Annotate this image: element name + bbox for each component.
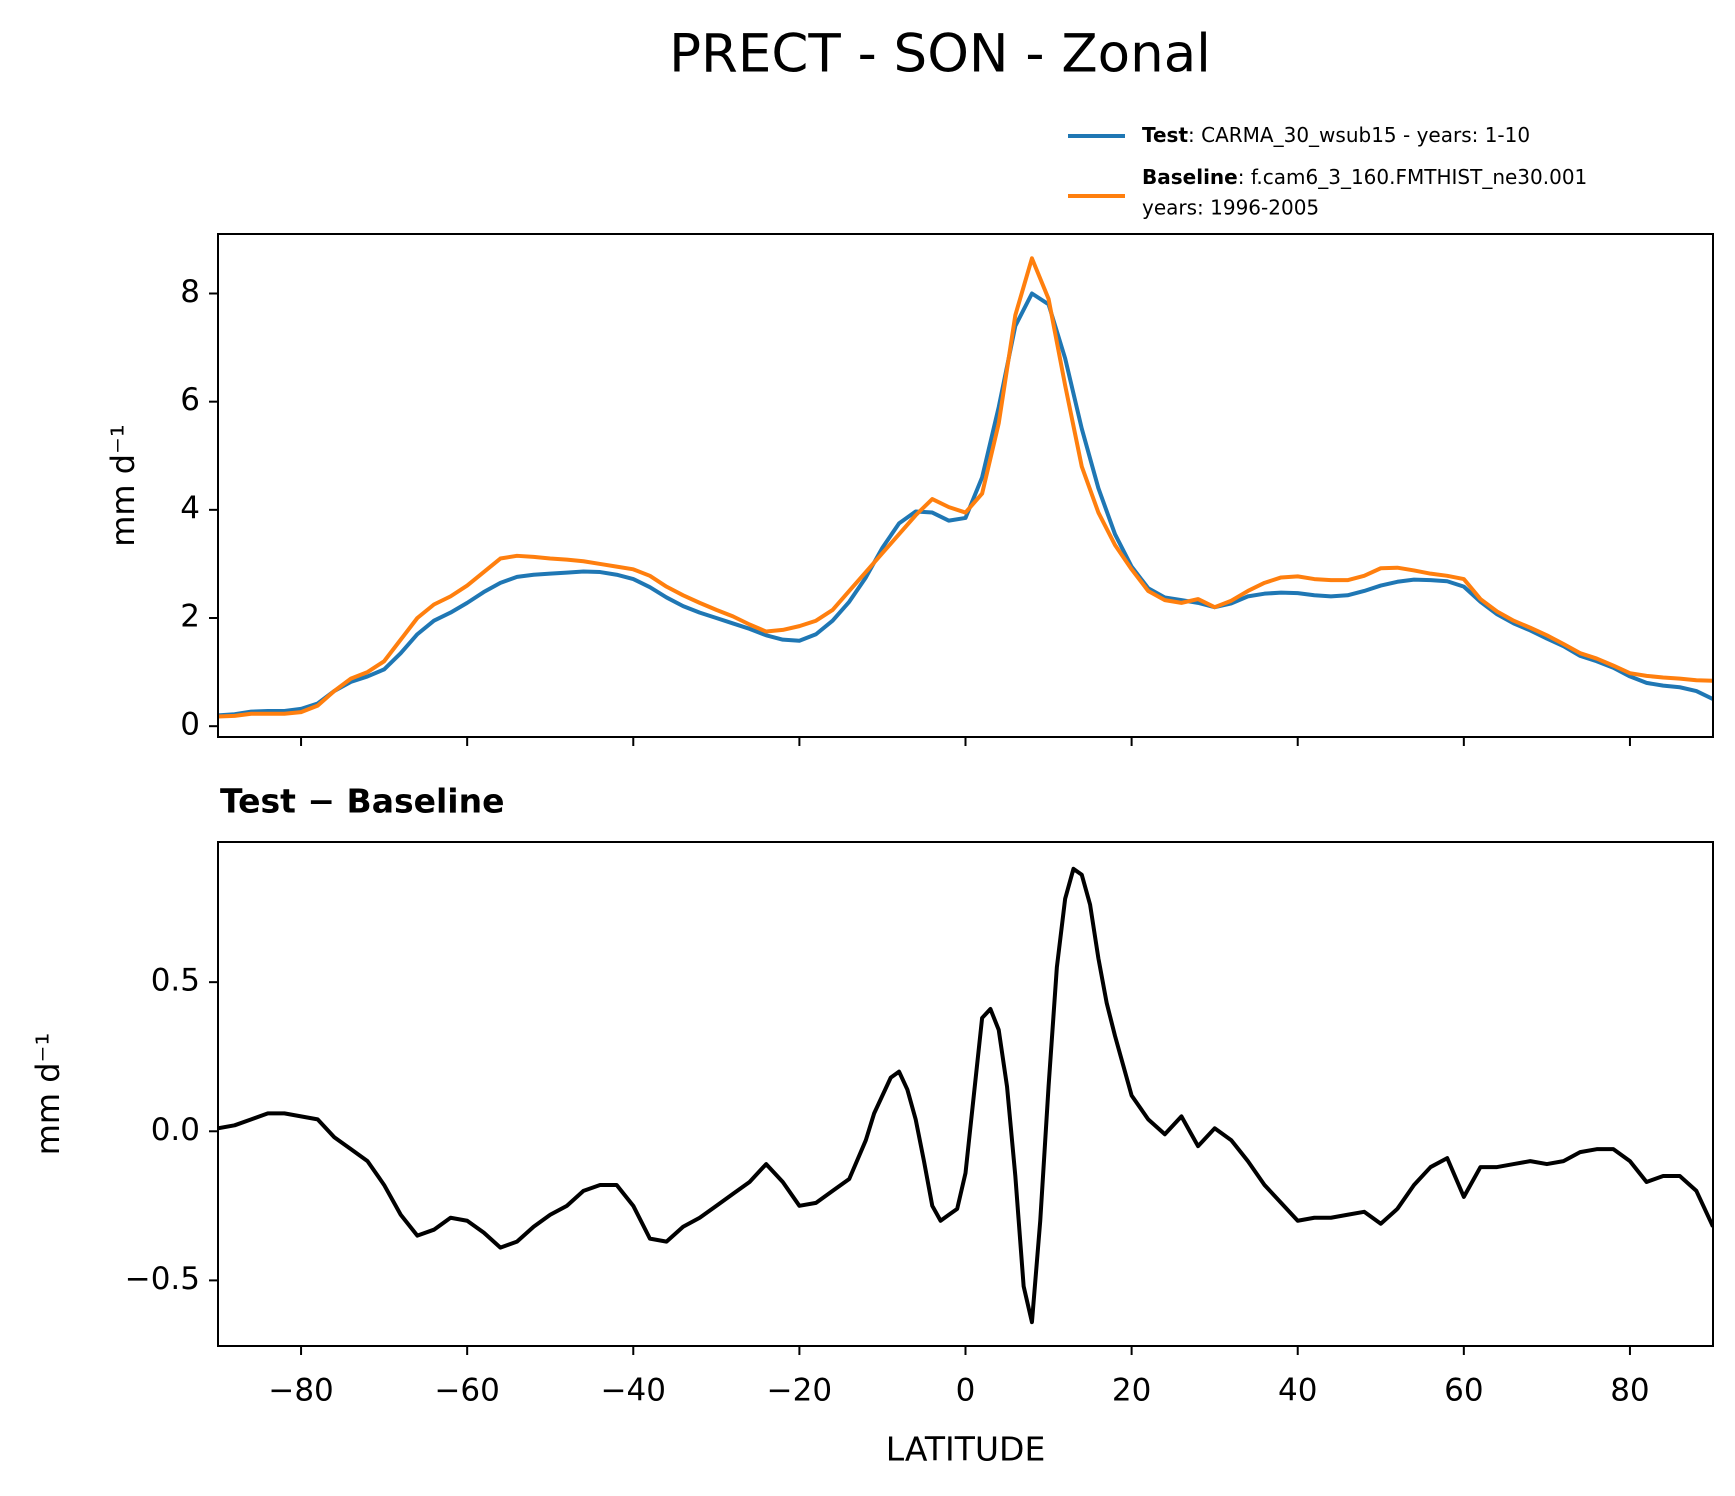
legend-description: : f.cam6_3_160.FMTHIST_ne30.001 (1238, 165, 1588, 189)
x-tick-label: 60 (1444, 1373, 1483, 1409)
y-tick-label: 8 (180, 274, 200, 310)
axes-title: Test − Baseline (220, 782, 505, 821)
x-tick-label: 40 (1278, 1373, 1317, 1409)
legend-name: Baseline (1142, 165, 1238, 189)
figure-title: PRECT - SON - Zonal (669, 24, 1211, 85)
y-axis-label: mm d⁻¹ (29, 1033, 67, 1156)
y-tick-label: 4 (180, 490, 200, 526)
axes-frame (217, 233, 1714, 738)
y-tick-label: −0.5 (125, 1261, 200, 1297)
legend-description: : CARMA_30_wsub15 - years: 1-10 (1188, 123, 1530, 147)
x-tick-label: 80 (1610, 1373, 1649, 1409)
legend-name: Test (1142, 123, 1188, 147)
y-tick-label: 0 (180, 707, 200, 743)
series-line (218, 256, 1713, 719)
y-tick-label: 2 (180, 599, 200, 635)
x-tick-label: −40 (601, 1373, 666, 1409)
series-line (218, 866, 1713, 1325)
legend-description: years: 1996-2005 (1142, 196, 1319, 220)
y-tick-label: 0.5 (151, 963, 200, 999)
x-tick-label: −20 (767, 1373, 832, 1409)
y-axis-label: mm d⁻¹ (104, 424, 142, 547)
series-line (218, 291, 1713, 718)
x-tick-label: 0 (956, 1373, 976, 1409)
x-tick-label: −80 (268, 1373, 333, 1409)
legend-label: Test: CARMA_30_wsub15 - years: 1-10 (1142, 123, 1530, 147)
legend-label: Baseline: f.cam6_3_160.FMTHIST_ne30.001 (1142, 165, 1587, 189)
x-tick-label: 20 (1112, 1373, 1151, 1409)
x-axis-label: LATITUDE (886, 1430, 1046, 1469)
y-tick-label: 6 (180, 382, 200, 418)
axes-frame (217, 841, 1714, 1347)
x-tick-label: −60 (434, 1373, 499, 1409)
y-tick-label: 0.0 (151, 1112, 200, 1148)
